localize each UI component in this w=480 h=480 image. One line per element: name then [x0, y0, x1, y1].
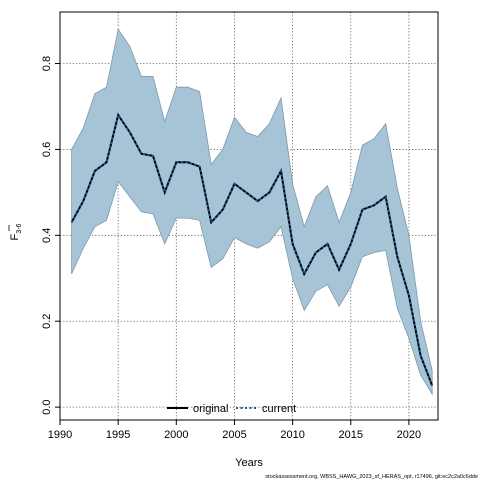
y-axis-label-subscript: 3-6: [16, 223, 23, 233]
x-tick-label: 2015: [339, 429, 363, 441]
plot-frame: [59, 11, 439, 421]
x-axis-ticks: 1990 1995 2000 2005 2010 2015 2020: [48, 420, 421, 441]
x-tick-label: 1990: [48, 429, 72, 441]
footer-credit: stockassessment.org, WBSS_HAWG_2023_sf_H…: [265, 474, 478, 480]
x-tick-label: 2005: [222, 429, 246, 441]
y-axis-label: F3-6: [8, 223, 23, 240]
legend-current-label: current: [262, 403, 296, 415]
confidence-band: [71, 28, 433, 396]
y-tick-label: 0.2: [41, 314, 53, 329]
x-tick-label: 2000: [164, 429, 188, 441]
y-tick-label: 0.0: [41, 399, 53, 414]
y-axis-ticks: 0.0 0.2 0.4 0.6 0.8: [41, 56, 60, 415]
x-tick-label: 1995: [106, 429, 130, 441]
x-tick-label: 2010: [280, 429, 304, 441]
y-axis-label-main: F: [9, 233, 21, 240]
series-line-current: [70, 112, 434, 386]
series-lines: [70, 112, 434, 386]
legend-original-label: original: [193, 403, 228, 415]
svg-text:F3-6: F3-6: [9, 223, 23, 240]
confidence-band-area: [71, 28, 433, 396]
x-axis-label: Years: [235, 457, 263, 469]
x-tick-label: 2020: [397, 429, 421, 441]
y-tick-label: 0.8: [41, 56, 53, 71]
y-tick-label: 0.6: [41, 142, 53, 157]
y-tick-label: 0.4: [41, 228, 53, 243]
legend: original current: [167, 403, 296, 415]
